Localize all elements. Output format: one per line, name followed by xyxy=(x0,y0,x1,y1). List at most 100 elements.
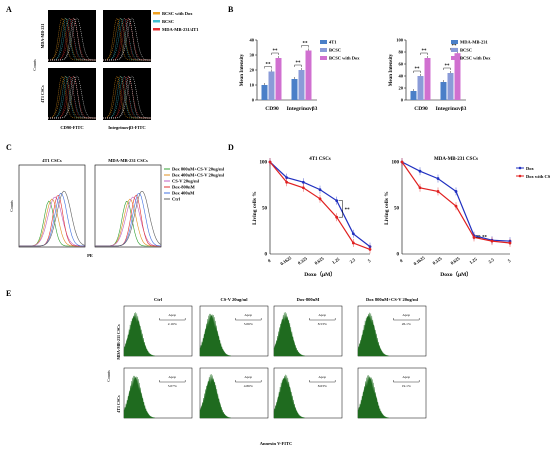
line-chart-d-right: 0 50 100 0 0.1625 0.325 0.625 1.25 2.5 5 Living ce… xyxy=(384,157,550,278)
significance-bracket xyxy=(338,200,343,218)
panel-letter-b: B xyxy=(228,5,234,14)
flow-curve xyxy=(103,75,151,119)
significance-label: ** xyxy=(266,63,272,68)
x-axis-label: Doxo（μM） xyxy=(440,270,472,278)
y-tick-label: 100 xyxy=(396,38,404,43)
panel-letter-e: E xyxy=(6,289,11,298)
gate-percent: 5.07% xyxy=(168,384,177,388)
y-tick-label: 60 xyxy=(399,62,404,67)
y-tick-label: 40 xyxy=(250,38,255,43)
histogram-curve xyxy=(95,191,162,247)
row-label-e-4t1: 4T1 CSCs xyxy=(116,395,121,413)
bar xyxy=(291,79,298,100)
x-tick-label: 2.5 xyxy=(349,257,357,265)
legend-label: Dox xyxy=(526,166,534,171)
gate-percent: 8.63% xyxy=(318,384,327,388)
histogram-fill xyxy=(199,374,231,419)
significance-bracket xyxy=(301,45,309,48)
gate-label: Apop xyxy=(318,313,326,317)
column-title: Ctrl xyxy=(154,297,163,302)
legend-swatch-a-0 xyxy=(153,12,160,15)
flow-curve xyxy=(103,17,151,61)
gate-label: Apop xyxy=(168,375,176,379)
significance-bracket xyxy=(271,52,279,55)
flow-plot-a3 xyxy=(48,68,96,120)
gate-marker xyxy=(393,318,420,321)
significance-label: ** xyxy=(303,42,309,47)
y-tick-label: 40 xyxy=(399,74,404,79)
histogram-curve xyxy=(19,194,85,247)
legend-swatch xyxy=(451,48,458,52)
bar xyxy=(298,70,305,100)
title-c-4t1: 4T1 CSCs xyxy=(42,158,62,163)
significance-bracket xyxy=(413,70,421,73)
legend-label-a-1: BCSC xyxy=(162,19,174,24)
x-tick-label: 0.625 xyxy=(450,255,462,265)
x-tick-label: 1.25 xyxy=(331,256,341,265)
ylabel-c: Counts xyxy=(9,200,14,212)
xlabel-a-cd90: CD90-FITC xyxy=(60,125,83,130)
legend-label: BCSC with Dox xyxy=(329,56,360,61)
chart-title: MDA-MB-231 CSCs xyxy=(434,157,478,162)
x-tick-label: 0 xyxy=(267,258,272,264)
flow-curve xyxy=(48,17,96,61)
chart-title: 4T1 CSCs xyxy=(309,157,331,162)
xlabel-c: PE xyxy=(87,253,93,258)
legend-label: BCSC with Dox xyxy=(460,56,491,61)
significance-label: ** xyxy=(482,236,488,241)
x-tick-label: 5 xyxy=(367,258,372,264)
significance-label: ** xyxy=(445,64,451,69)
gate-label: Apop xyxy=(244,313,252,317)
series-line xyxy=(269,161,371,250)
y-tick-label: 100 xyxy=(392,161,400,166)
gate-label: Apop xyxy=(318,375,326,379)
panel-letter-c: C xyxy=(6,143,12,152)
x-tick-label: 0.1625 xyxy=(413,255,427,267)
y-tick-label: 20 xyxy=(250,68,255,73)
y-tick-label: 30 xyxy=(250,53,255,58)
gate-marker xyxy=(159,318,186,321)
bar xyxy=(305,50,312,100)
gate-label: Apop xyxy=(402,313,410,317)
category-label: CD90 xyxy=(414,106,428,112)
significance-label: ** xyxy=(345,208,351,213)
y-tick-label: 0 xyxy=(265,253,268,258)
gate-percent: 2.16% xyxy=(168,322,177,326)
column-title: CS-V 20ug/ml xyxy=(220,297,248,302)
legend-label: Dox with CS-V xyxy=(526,174,550,179)
bar-chart-b-left: 0 10 20 30 40 Mean Intensity ** ** CD90 ** ** Integ… xyxy=(240,38,360,113)
y-axis-label: Living cells % xyxy=(384,191,390,225)
legend-marker xyxy=(518,166,522,170)
legend-label: Dox-800nM xyxy=(172,185,196,190)
ylabel-e: Counts xyxy=(106,370,111,382)
bar xyxy=(261,85,268,100)
bar xyxy=(410,91,417,100)
y-tick-label: 80 xyxy=(399,50,404,55)
ylabel-a: Counts xyxy=(32,59,37,71)
legend-marker xyxy=(518,174,522,178)
gate-percent: 8.53% xyxy=(318,322,327,326)
series-line xyxy=(401,161,511,242)
y-tick-label: 0 xyxy=(401,98,404,103)
gate-marker xyxy=(235,318,262,321)
category-label: CD90 xyxy=(265,106,279,112)
legend-swatch xyxy=(320,48,327,52)
x-tick-label: 5 xyxy=(507,258,512,264)
bar xyxy=(275,58,282,100)
gate-percent: 4.86% xyxy=(244,384,253,388)
row-label-e-mda: MDA-MB-231 CSCs xyxy=(116,324,121,360)
x-tick-label: 2.5 xyxy=(487,257,495,265)
flow-plot-a4 xyxy=(103,68,151,120)
flow-histograms-e: Ctrl CS-V 20ug/ml Dox-800nM Dox 800nM+CS-V … xyxy=(123,297,427,419)
y-tick-label: 20 xyxy=(399,86,404,91)
significance-bracket xyxy=(476,235,481,238)
histogram-fill xyxy=(199,313,231,357)
gate-marker xyxy=(309,380,336,383)
legend-swatch xyxy=(320,40,327,44)
flow-curve xyxy=(102,17,151,61)
row-label-a-4t1: 4T1 CSCs xyxy=(40,85,45,103)
xlabel-a-integrin: Integrinαvβ3-FITC xyxy=(108,125,145,130)
y-tick-label: 10 xyxy=(250,83,255,88)
